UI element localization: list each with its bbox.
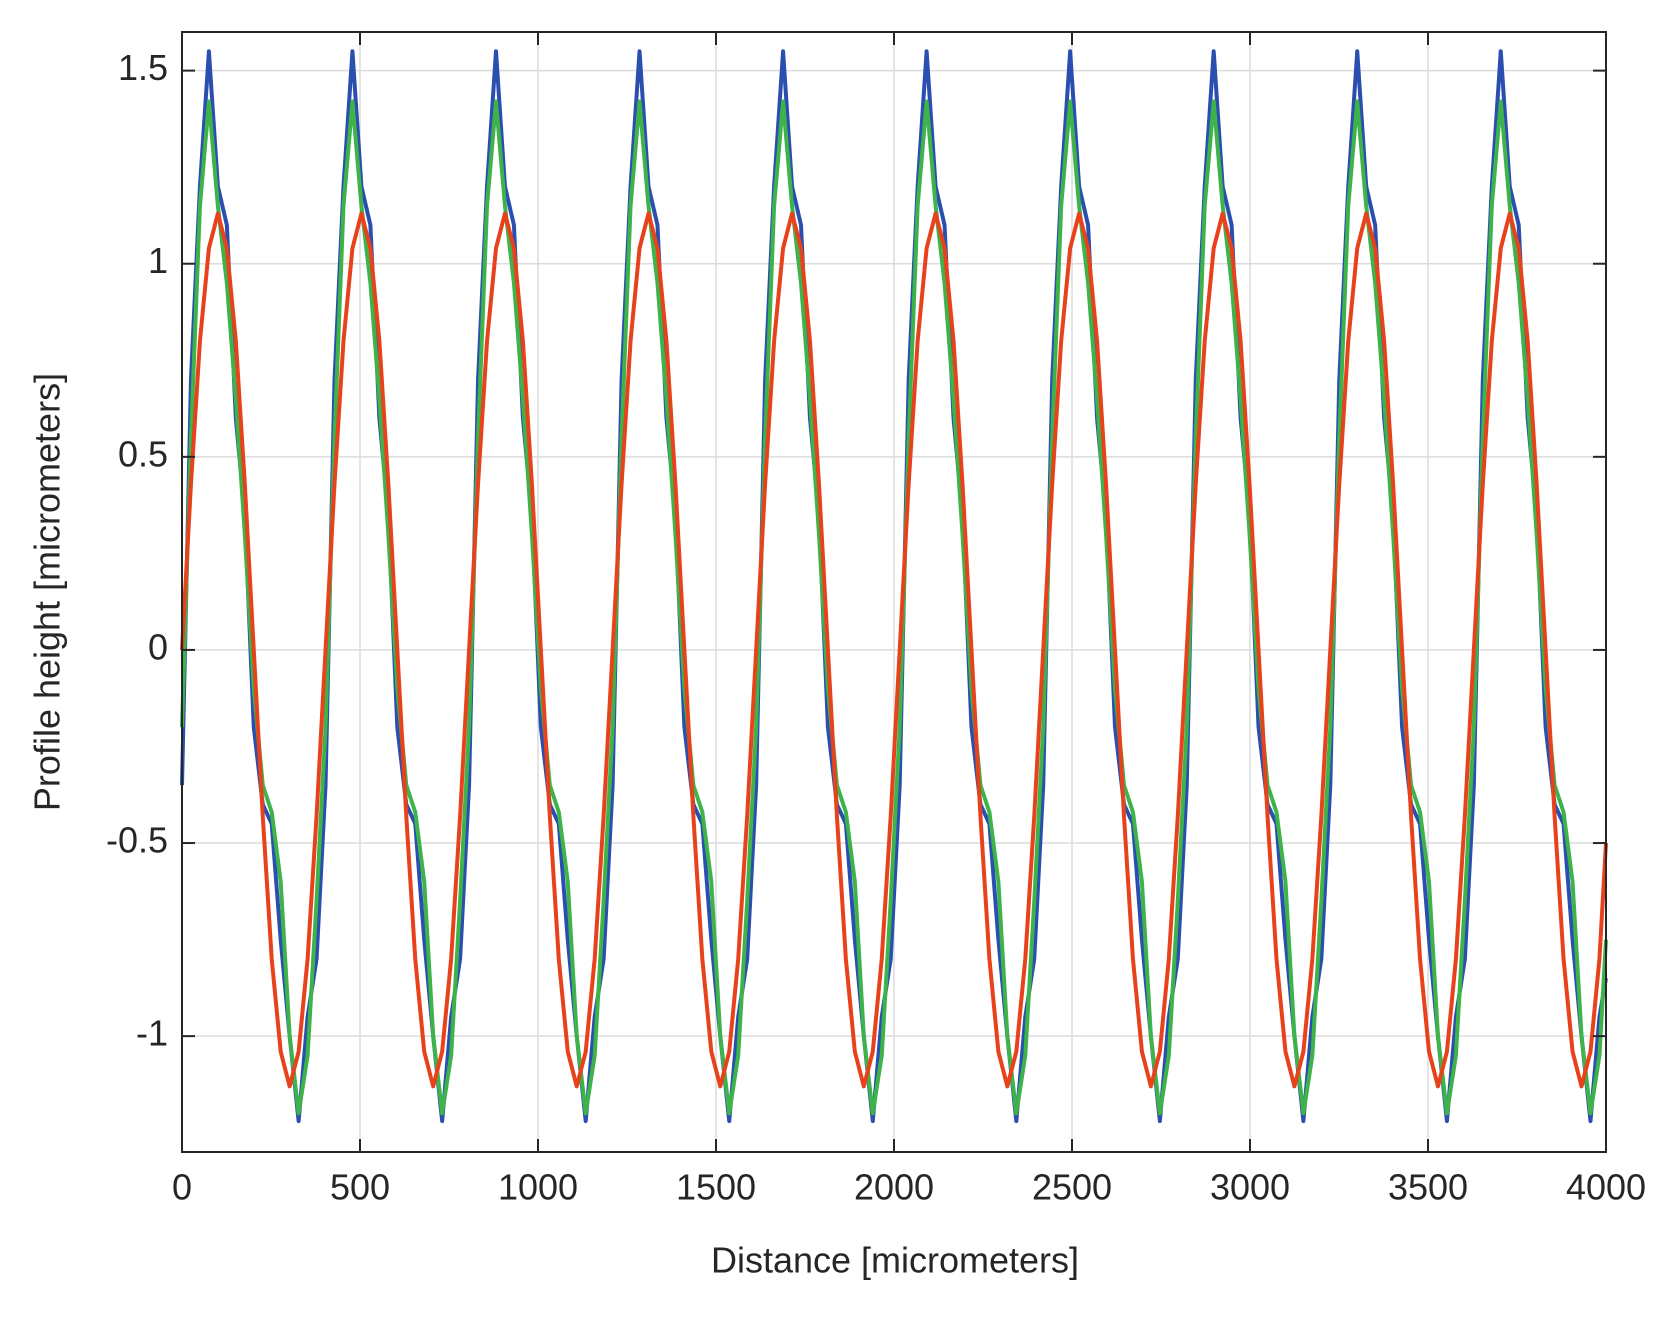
x-tick-label: 2500: [1032, 1167, 1112, 1208]
data-line: [180, 49, 1608, 1124]
x-tick-label: 2000: [854, 1167, 934, 1208]
x-tick-label: 3000: [1210, 1167, 1290, 1208]
x-axis-label: Distance [micrometers]: [711, 1240, 1079, 1281]
x-tick-label: 1000: [498, 1167, 578, 1208]
y-axis-label: Profile height [micrometers]: [27, 373, 68, 811]
y-tick-label: 1: [148, 240, 168, 281]
y-tick-label: 0: [148, 626, 168, 667]
y-tick-label: 1.5: [118, 47, 168, 88]
data-line: [180, 99, 1608, 1116]
y-tick-label: -1: [136, 1013, 168, 1054]
y-tick-label: -0.5: [106, 820, 168, 861]
x-tick-label: 1500: [676, 1167, 756, 1208]
x-tick-label: 3500: [1388, 1167, 1468, 1208]
x-tick-label: 0: [172, 1167, 192, 1208]
x-tick-label: 500: [330, 1167, 390, 1208]
data-line: [180, 211, 1608, 1089]
x-tick-label: 4000: [1566, 1167, 1646, 1208]
y-tick-label: 0.5: [118, 433, 168, 474]
